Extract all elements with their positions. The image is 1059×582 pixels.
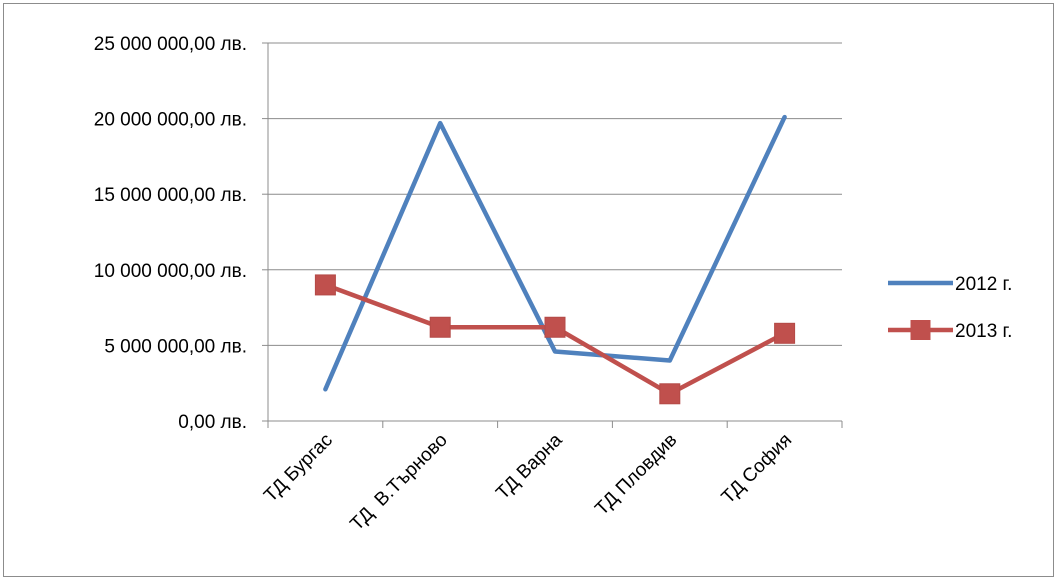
gridlines bbox=[268, 42, 842, 346]
series-1 bbox=[323, 114, 787, 392]
y-tick-label: 15 000 000,00 лв. bbox=[94, 185, 247, 206]
data-point-marker bbox=[544, 316, 566, 338]
y-axis-tick-labels: 0,00 лв. 5 000 000,00 лв. 10 000 000,00 лв… bbox=[94, 34, 247, 433]
series bbox=[314, 114, 796, 405]
legend-label: 2013 г. bbox=[955, 321, 1012, 342]
x-tick-label: ТД Варна bbox=[492, 429, 567, 504]
y-tick-label: 0,00 лв. bbox=[178, 412, 247, 433]
legend-label: 2012 г. bbox=[955, 274, 1012, 295]
series-line bbox=[323, 114, 787, 392]
x-tick-label: ТД Пловдив bbox=[591, 430, 681, 520]
axes bbox=[262, 42, 843, 428]
x-axis-tick-labels: ТД Бургас ТД В.Търново ТД Варна ТД Пловдив Т… bbox=[260, 429, 796, 535]
legend-entry: 2013 г. bbox=[888, 320, 1012, 342]
legend-entry: 2012 г. bbox=[888, 274, 1012, 295]
x-tick-label: ТД София bbox=[718, 430, 796, 508]
legend: 2012 г. 2013 г. bbox=[888, 274, 1012, 342]
data-point-marker bbox=[774, 322, 796, 344]
series-line bbox=[323, 282, 787, 397]
data-point-marker bbox=[659, 383, 681, 405]
y-tick-label: 10 000 000,00 лв. bbox=[94, 261, 247, 282]
chart-frame bbox=[3, 3, 1054, 577]
series-2 bbox=[314, 274, 796, 405]
y-tick-label: 5 000 000,00 лв. bbox=[104, 336, 247, 357]
y-tick-label: 20 000 000,00 лв. bbox=[94, 110, 247, 131]
x-tick-label: ТД В.Търново bbox=[346, 430, 451, 535]
data-point-marker bbox=[314, 274, 336, 296]
y-tick-label: 25 000 000,00 лв. bbox=[94, 34, 247, 55]
legend-swatch-marker bbox=[910, 320, 931, 340]
x-tick-label: ТД Бургас bbox=[260, 430, 337, 507]
data-point-marker bbox=[429, 316, 451, 338]
